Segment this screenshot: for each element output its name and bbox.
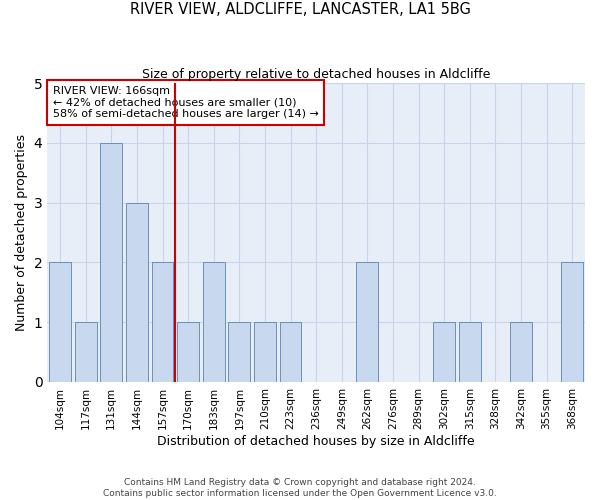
Text: RIVER VIEW: 166sqm
← 42% of detached houses are smaller (10)
58% of semi-detache: RIVER VIEW: 166sqm ← 42% of detached hou… <box>53 86 319 119</box>
Bar <box>177 322 199 382</box>
Y-axis label: Number of detached properties: Number of detached properties <box>15 134 28 331</box>
Bar <box>75 322 97 382</box>
Bar <box>152 262 173 382</box>
Bar <box>49 262 71 382</box>
Bar <box>562 262 583 382</box>
Bar <box>433 322 455 382</box>
Bar <box>100 143 122 382</box>
Title: Size of property relative to detached houses in Aldcliffe: Size of property relative to detached ho… <box>142 68 490 80</box>
Bar <box>280 322 301 382</box>
Bar <box>126 202 148 382</box>
Text: Contains HM Land Registry data © Crown copyright and database right 2024.
Contai: Contains HM Land Registry data © Crown c… <box>103 478 497 498</box>
Bar <box>510 322 532 382</box>
Text: RIVER VIEW, ALDCLIFFE, LANCASTER, LA1 5BG: RIVER VIEW, ALDCLIFFE, LANCASTER, LA1 5B… <box>130 2 470 18</box>
Bar <box>356 262 378 382</box>
Bar <box>203 262 224 382</box>
Bar <box>254 322 276 382</box>
Bar <box>459 322 481 382</box>
Bar <box>229 322 250 382</box>
X-axis label: Distribution of detached houses by size in Aldcliffe: Distribution of detached houses by size … <box>157 434 475 448</box>
